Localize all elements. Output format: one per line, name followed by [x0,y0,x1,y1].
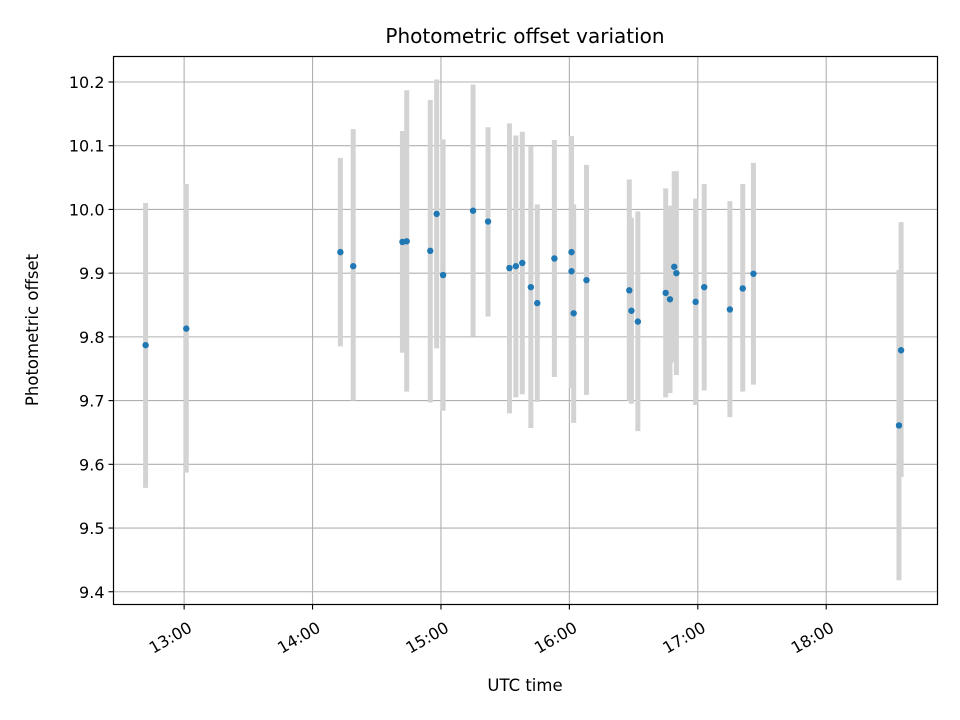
y-axis-label: Photometric offset [23,253,42,406]
data-point [634,318,642,325]
data-point [350,262,357,270]
data-point [568,268,575,275]
data-point [439,271,447,279]
data-point [666,296,674,303]
y-tick-label: 9.9 [79,264,104,283]
data-point [673,269,680,277]
data-point [662,289,669,297]
data-point [750,270,757,277]
data-point [628,307,635,314]
data-point [337,248,344,256]
data-point [534,299,541,307]
data-point [469,207,477,214]
data-point [568,248,575,256]
x-axis-label: UTC time [487,676,562,695]
y-tick-label: 9.5 [79,519,104,538]
data-point [506,264,513,272]
data-points [142,207,905,429]
y-tick-label: 9.7 [79,392,104,411]
data-point [527,283,535,291]
data-point [183,325,190,332]
y-tick-label: 9.8 [79,328,104,347]
data-point [403,238,410,245]
data-point [512,262,520,270]
data-point [895,422,903,429]
plot-frame [112,55,939,606]
data-point [726,306,734,313]
data-point [671,263,678,270]
y-axis: 9.4 9.5 9.6 9.7 9.8 9.9 10.0 10.1 10.2 [69,73,114,602]
data-point [570,310,577,317]
y-tick-label: 9.4 [79,583,104,602]
y-tick-label: 10.0 [69,200,105,219]
chart-title: Photometric offset variation [385,24,664,48]
data-point [433,210,440,218]
y-tick-label: 9.6 [79,455,104,474]
data-point [142,341,149,349]
data-point [897,347,905,354]
data-point [701,283,708,291]
data-point [692,298,699,306]
data-point [484,218,492,225]
data-point [739,285,746,292]
data-point [519,259,526,267]
y-tick-label: 10.2 [69,73,105,92]
data-point [583,276,590,284]
data-point [626,287,633,294]
data-point [427,247,434,255]
data-point [551,255,558,262]
y-tick-label: 10.1 [69,137,105,156]
